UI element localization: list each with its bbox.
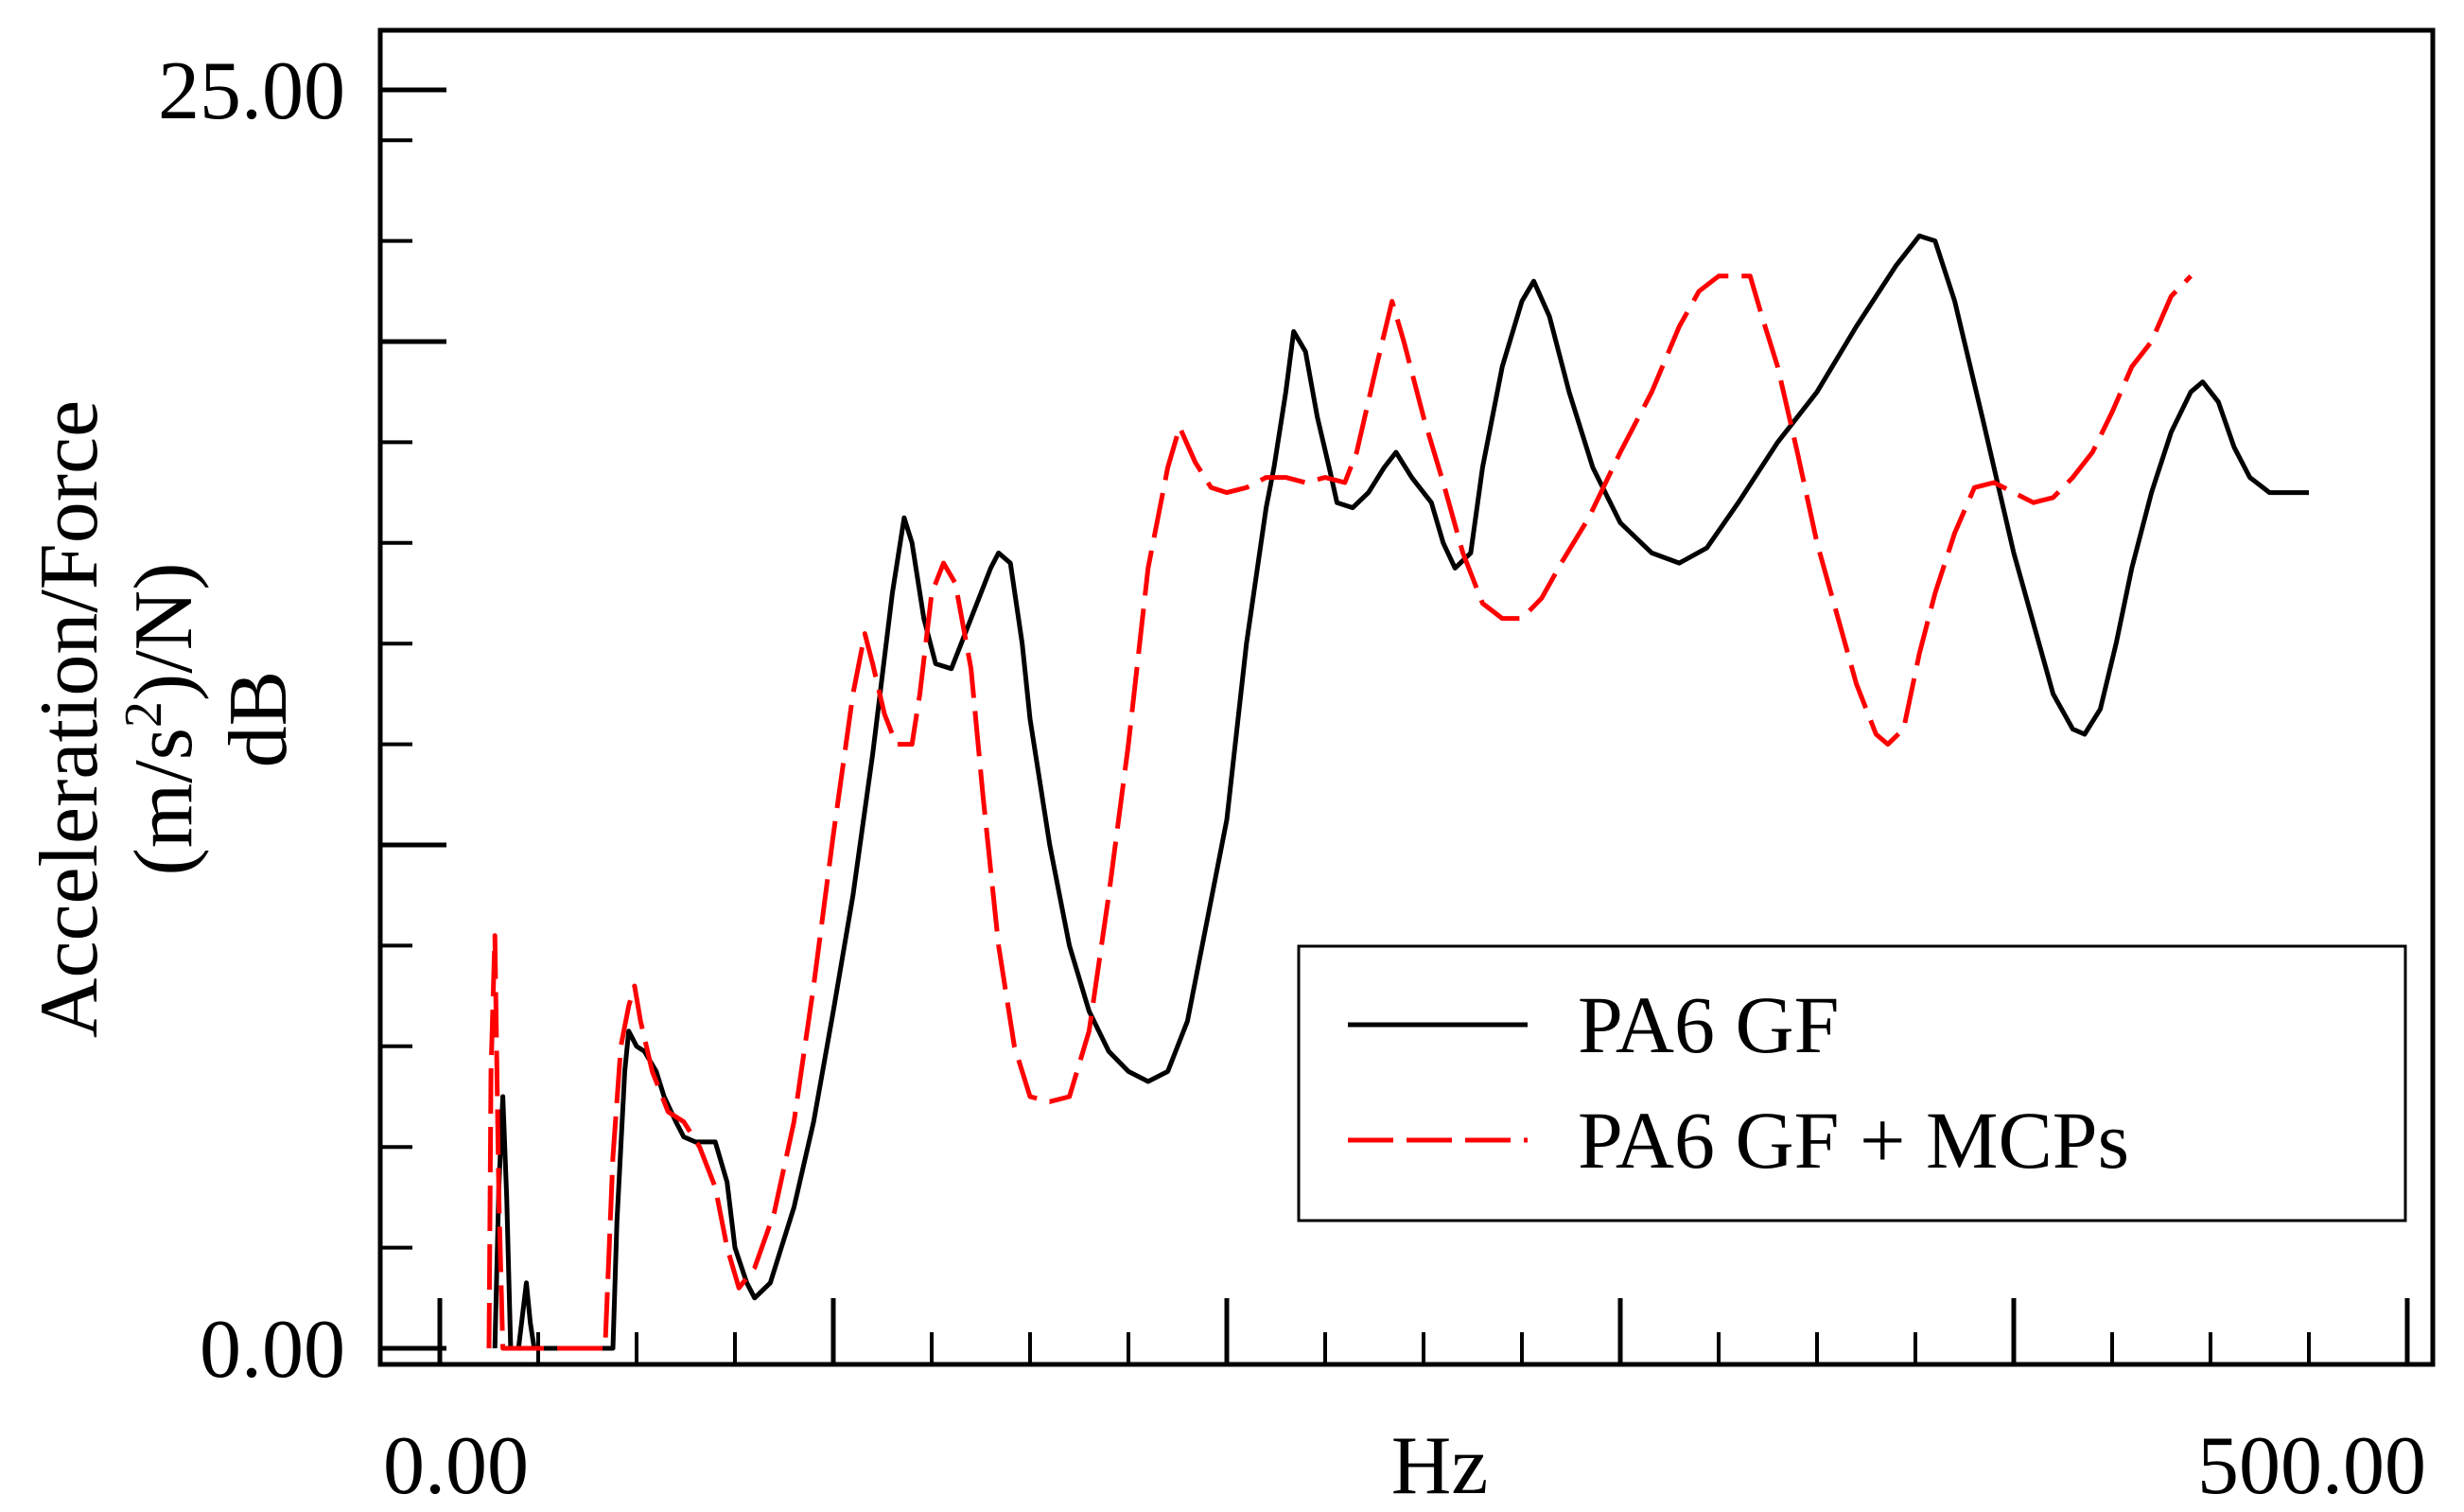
legend-box — [1297, 944, 2407, 1222]
y-tick-label: 0.00 — [200, 1304, 345, 1396]
y-axis-title-line2: (m/s2)/N) — [114, 562, 210, 875]
x-axis-ticks — [437, 1298, 2410, 1364]
y-axis-tick-labels: 0.00 25.00 — [158, 45, 345, 1396]
x-tick-label: 500.00 — [2197, 1420, 2426, 1512]
x-tick-label: 0.00 — [383, 1420, 529, 1512]
legend: PA6 GF PA6 GF + MCPs — [1297, 944, 2407, 1222]
y-tick-label: 25.00 — [158, 45, 345, 137]
y-axis-title: Acceleration/Force (m/s2)/N) dB — [24, 400, 305, 1038]
series-line-pa6-gf-mcps — [486, 273, 2193, 1351]
y-axis-title-line3: dB — [213, 671, 305, 768]
y-axis-title-line1: Acceleration/Force — [24, 400, 115, 1038]
x-axis-tick-labels: 0.00 500.00 — [383, 1420, 2426, 1512]
series-line-pa6-gf — [492, 233, 2309, 1351]
x-axis-title: Hz — [1391, 1420, 1489, 1512]
legend-label-pa6-gf: PA6 GF — [1578, 979, 1839, 1070]
legend-label-pa6-gf-mcps: PA6 GF + MCPs — [1578, 1095, 2129, 1186]
y-axis-ticks — [380, 87, 446, 1351]
plot-frame — [377, 27, 2436, 1367]
series-layer — [486, 233, 2309, 1351]
